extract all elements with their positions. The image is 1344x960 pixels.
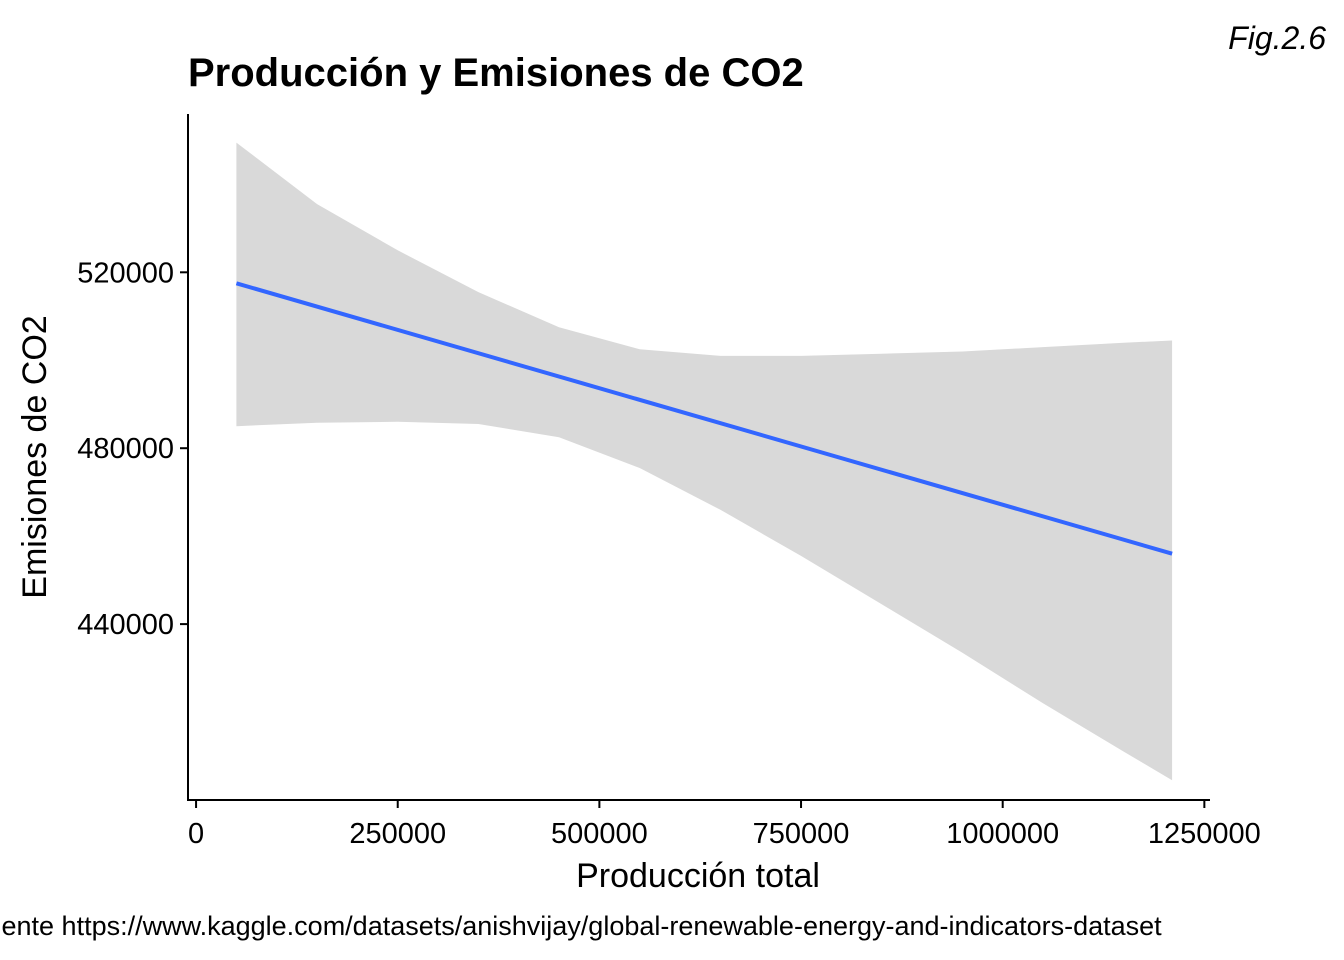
y-axis-title: Emisiones de CO2 [16,315,54,598]
plot-area [235,142,1173,781]
x-axis-ticks: 0 250000 500000 750000 1000000 1250000 [188,800,1261,850]
x-tick-label: 250000 [349,818,446,850]
confidence-band [236,142,1173,781]
x-tick-label: 1250000 [1148,818,1261,850]
x-axis-title: Producción total [576,857,820,895]
x-tick-label: 0 [188,818,204,850]
source-caption: Fuente https://www.kaggle.com/datasets/a… [0,911,1162,941]
figure-tag: Fig.2.6 [1228,20,1326,56]
x-tick-label: 500000 [551,818,648,850]
series-line-0 [235,281,1173,556]
y-tick-label: 480000 [77,433,174,465]
y-tick-label: 440000 [77,609,174,641]
x-tick-label: 1000000 [946,818,1059,850]
x-tick-label: 750000 [753,818,850,850]
y-axis-ticks: 440000 480000 520000 [77,257,188,641]
y-tick-label: 520000 [77,257,174,289]
chart-title: Producción y Emisiones de CO2 [188,51,804,95]
